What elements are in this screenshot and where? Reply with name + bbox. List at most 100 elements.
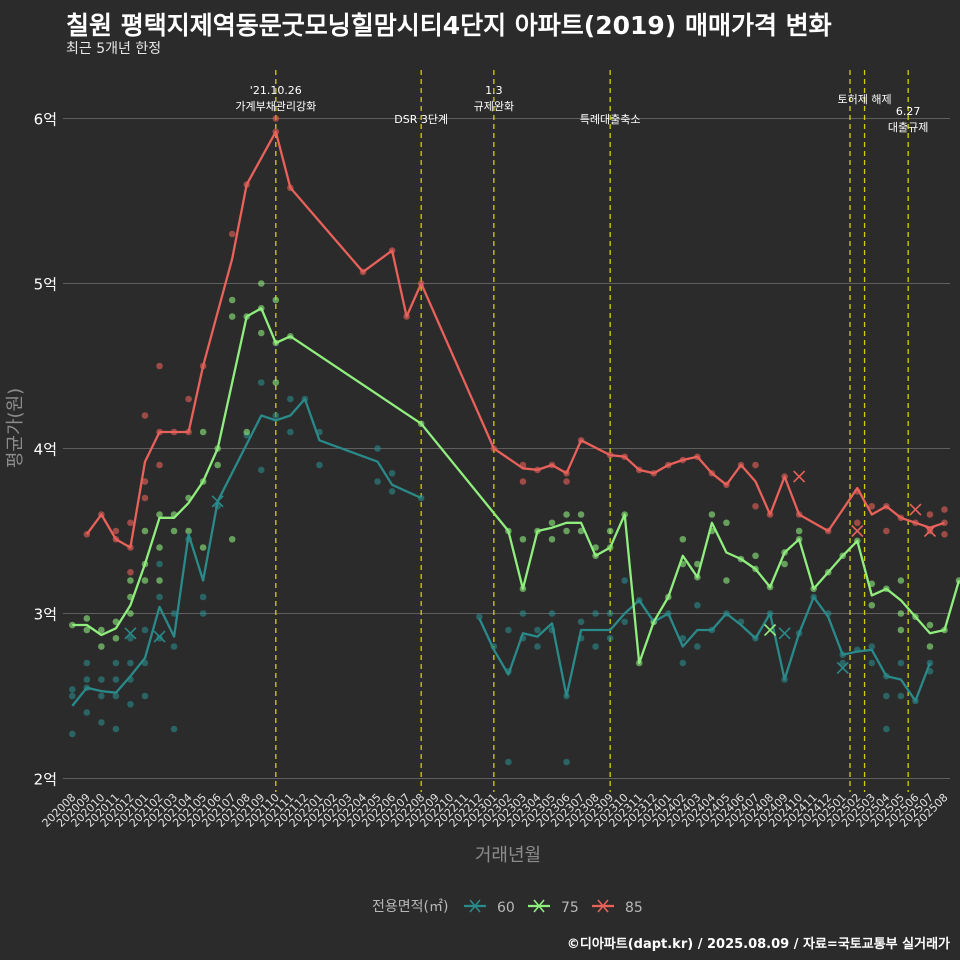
cross-stroke xyxy=(153,630,166,643)
cross-marker xyxy=(211,495,224,508)
data-point xyxy=(853,519,861,527)
data-point xyxy=(563,758,570,766)
y-axis-title: 평균가(원) xyxy=(5,388,26,468)
data-point xyxy=(287,395,294,403)
legend-item-85: 85 xyxy=(592,899,643,916)
data-point xyxy=(941,531,948,538)
data-point xyxy=(388,488,396,495)
data-point xyxy=(199,593,207,601)
data-point xyxy=(752,552,759,560)
transaction-points xyxy=(69,115,960,766)
data-point xyxy=(69,692,76,700)
data-point xyxy=(83,709,91,716)
data-point xyxy=(156,511,163,518)
data-point xyxy=(243,428,251,436)
data-point xyxy=(548,519,556,527)
series-line-85 xyxy=(85,130,945,549)
data-point xyxy=(694,643,701,650)
cross-stroke xyxy=(124,627,137,640)
data-point xyxy=(606,634,614,642)
data-point xyxy=(883,527,890,535)
data-point xyxy=(897,626,905,634)
data-point xyxy=(214,461,221,469)
data-point xyxy=(926,621,934,629)
data-point xyxy=(127,659,134,667)
data-point xyxy=(170,725,178,733)
data-point xyxy=(897,692,905,700)
data-point xyxy=(563,511,570,518)
data-point xyxy=(941,506,948,513)
grid-lines xyxy=(63,118,950,779)
cross-marker xyxy=(793,470,806,483)
data-point xyxy=(883,725,890,733)
data-point xyxy=(577,511,585,518)
data-point xyxy=(98,643,105,650)
cross-marker xyxy=(153,630,166,643)
data-point xyxy=(112,634,120,642)
data-point xyxy=(112,618,120,626)
data-point xyxy=(752,461,759,469)
data-point xyxy=(185,395,192,403)
data-point xyxy=(752,502,759,510)
cross-stroke xyxy=(763,623,777,637)
data-point xyxy=(897,577,905,584)
y-tick-label: 4억 xyxy=(34,441,57,459)
y-tick-label: 5억 xyxy=(34,276,57,294)
data-point xyxy=(83,659,91,667)
y-tick-label: 6억 xyxy=(34,111,57,129)
data-point xyxy=(708,511,716,518)
data-point xyxy=(83,615,91,622)
data-point xyxy=(127,568,134,576)
data-point xyxy=(112,676,120,683)
data-point xyxy=(316,461,323,469)
data-point xyxy=(141,494,149,502)
cross-marker xyxy=(836,661,849,675)
data-point xyxy=(577,618,585,626)
series-line-75 xyxy=(72,307,960,665)
chart-title: 칠원 평택지제역동문굿모닝힐맘시티4단지 아파트(2019) 매매가격 변화 xyxy=(66,11,832,40)
data-point xyxy=(374,478,381,485)
event-label: 대출규제 xyxy=(888,121,928,134)
source-caption: ©디아파트(dapt.kr) / 2025.08.09 / 자료=국토교통부 실… xyxy=(566,937,950,952)
cross-marker xyxy=(909,503,922,516)
data-point xyxy=(679,535,687,543)
data-point xyxy=(127,700,134,708)
data-point xyxy=(156,362,163,370)
event-label: 규제완화 xyxy=(474,100,514,113)
data-point xyxy=(112,692,120,700)
event-label: 특례대출축소 xyxy=(580,113,641,126)
cross-stroke xyxy=(923,524,937,538)
data-point xyxy=(199,428,207,436)
legend-label: 75 xyxy=(561,900,579,916)
data-point xyxy=(141,692,149,700)
data-point xyxy=(868,659,876,667)
legend-label: 85 xyxy=(625,900,643,916)
data-point xyxy=(926,643,934,650)
data-point xyxy=(170,643,178,650)
data-point xyxy=(112,725,120,733)
data-point xyxy=(272,379,280,386)
data-point xyxy=(141,412,149,419)
data-point xyxy=(127,577,134,584)
data-point xyxy=(83,676,91,683)
data-point xyxy=(257,466,265,474)
event-date-label: 1.3 xyxy=(485,84,503,97)
event-label: 가계부채관리강화 xyxy=(235,100,316,113)
data-point xyxy=(170,610,178,617)
y-tick-label: 3억 xyxy=(34,606,57,624)
data-point xyxy=(694,601,701,609)
data-point xyxy=(519,610,527,617)
data-point xyxy=(156,544,163,551)
data-point xyxy=(170,527,178,535)
event-date-label: '21.10.26 xyxy=(250,84,302,97)
axes-labels: 2억3억4억5억6억202008202009202010202011202012… xyxy=(5,111,951,867)
data-point xyxy=(476,613,483,621)
data-point xyxy=(926,511,934,518)
data-point xyxy=(592,610,599,617)
cross-marker xyxy=(778,627,791,640)
data-point xyxy=(69,686,76,693)
cross-markers xyxy=(124,470,937,675)
data-point xyxy=(228,230,236,238)
data-point xyxy=(795,527,803,535)
